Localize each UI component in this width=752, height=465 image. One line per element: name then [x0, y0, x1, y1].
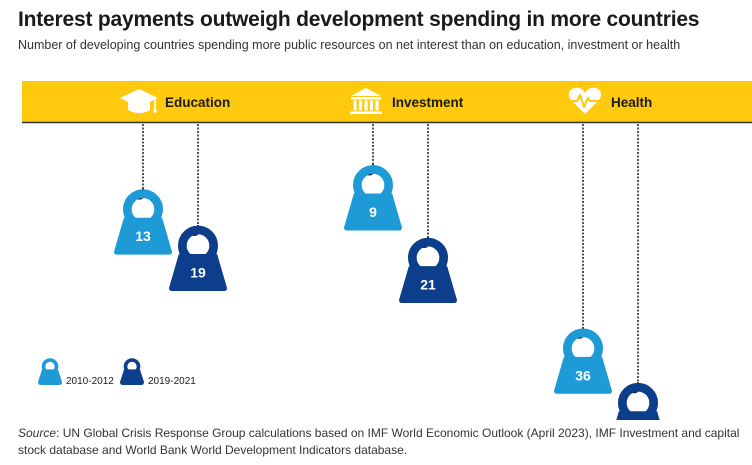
legend-label-2010-2012: 2010-2012 [66, 376, 114, 387]
weight-education-2019-2021 [169, 225, 227, 291]
graduation-cap-icon [120, 89, 158, 113]
weight-investment-2019-2021 [399, 237, 457, 304]
bank-building-icon [350, 88, 382, 114]
weight-investment-2010-2012 [344, 165, 402, 231]
source-label: Source [18, 426, 57, 440]
weight-investment-2019-2021-value: 21 [420, 277, 436, 293]
legend-swatch-2010-2012 [38, 358, 62, 385]
weight-health-2019-2021 [616, 382, 660, 420]
chart-title: Interest payments outweigh development s… [18, 8, 700, 31]
weight-education-2019-2021-value: 19 [190, 264, 206, 280]
weight-investment-2010-2012-value: 9 [369, 204, 377, 220]
weight-education-2010-2012-value: 13 [135, 228, 151, 244]
category-label-education: Education [165, 95, 230, 110]
weight-education-2010-2012 [114, 189, 172, 255]
category-label-health: Health [611, 95, 652, 110]
source-text: : UN Global Crisis Response Group calcul… [18, 426, 740, 457]
legend-swatch-2019-2021 [120, 358, 144, 385]
chart-subtitle: Number of developing countries spending … [18, 38, 681, 52]
weights-chart: EducationInvestmentHealth139361921452010… [22, 81, 752, 420]
weight-health-2010-2012-value: 36 [575, 367, 591, 383]
heart-pulse-icon [566, 87, 604, 114]
legend-label-2019-2021: 2019-2021 [148, 376, 196, 387]
weight-health-2010-2012 [554, 328, 612, 394]
source-note: Source: UN Global Crisis Response Group … [18, 425, 743, 459]
category-label-investment: Investment [392, 95, 464, 110]
